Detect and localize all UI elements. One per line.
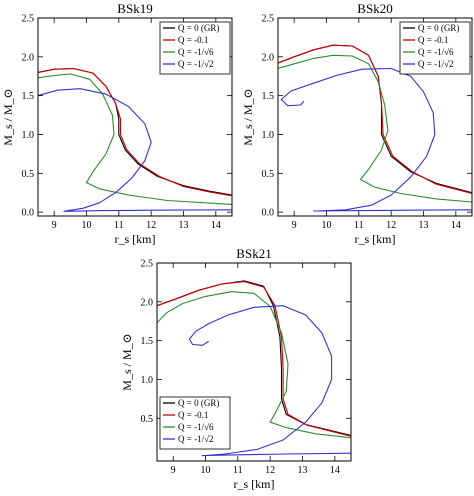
y-tick-label: 2.5 <box>22 14 35 25</box>
x-tick-label: 12 <box>386 220 396 231</box>
legend-box <box>159 396 231 450</box>
y-tick-label: 1.5 <box>22 91 35 102</box>
legend-entry-2: Q = -1/√6 <box>178 47 214 57</box>
panel-title: BSk19 <box>117 1 152 16</box>
y-tick-label: 2.0 <box>141 297 154 308</box>
series-line-3 <box>38 88 232 212</box>
legend-entry-0: Q = 0 (GR) <box>418 23 459 33</box>
panel-bsk21: BSk21 9 10 11 12 13 14 0.5 1.0 1.5 2.0 2.5 r_s [km] M… <box>120 246 352 491</box>
y-tick-label: 1.5 <box>262 91 275 102</box>
y-tick-label: 0.5 <box>262 169 275 180</box>
series-line-2 <box>278 54 472 203</box>
x-tick-label: 13 <box>298 465 308 476</box>
x-tick-label: 14 <box>330 465 340 476</box>
series-line-0 <box>38 67 232 196</box>
panel-title: BSk20 <box>357 1 392 16</box>
plot-frame <box>156 262 352 462</box>
legend: Q = 0 (GR) Q = -0.1 Q = -1/√6 Q = -1/√2 <box>159 21 231 75</box>
x-tick-label: 14 <box>211 220 221 231</box>
curves <box>157 280 351 457</box>
legend-box <box>399 21 471 75</box>
x-tick-label: 11 <box>233 465 243 476</box>
legend-entry-3: Q = -1/√2 <box>178 59 214 69</box>
x-tick-label: 9 <box>52 220 57 231</box>
x-tick-label: 9 <box>171 465 176 476</box>
x-axis-label: r_s [km] <box>234 477 275 491</box>
series-line-2 <box>157 291 351 439</box>
panel-title: BSk21 <box>236 246 271 261</box>
y-tick-label: 1.5 <box>141 336 154 347</box>
legend: Q = 0 (GR) Q = -0.1 Q = -1/√6 Q = -1/√2 <box>159 396 231 450</box>
x-tick-label: 11 <box>354 220 364 231</box>
x-tick-label: 11 <box>114 220 124 231</box>
y-tick-label: 1.0 <box>141 375 154 386</box>
series-line-1 <box>38 67 232 197</box>
series-line-3 <box>280 67 472 212</box>
legend-entry-3: Q = -1/√2 <box>178 434 214 444</box>
curves <box>278 44 472 212</box>
series-line-3 <box>188 305 351 457</box>
legend-entry-0: Q = 0 (GR) <box>178 23 219 33</box>
y-tick-label: 0.5 <box>22 169 35 180</box>
legend-entry-2: Q = -1/√6 <box>178 422 214 432</box>
series-line-1 <box>278 44 472 195</box>
y-axis-label: M_s / M_⊙ <box>120 333 134 390</box>
series-line-2 <box>38 73 232 205</box>
y-axis-label: M_s / M_⊙ <box>241 88 255 145</box>
y-tick-label: 1.0 <box>262 130 275 141</box>
x-tick-label: 9 <box>292 220 297 231</box>
legend-entry-0: Q = 0 (GR) <box>178 398 219 408</box>
y-axis-label: M_s / M_⊙ <box>1 88 15 145</box>
y-tick-label: 2.5 <box>141 259 154 270</box>
x-tick-label: 13 <box>179 220 189 231</box>
legend-entry-3: Q = -1/√2 <box>418 59 454 69</box>
x-axis-label: r_s [km] <box>115 232 156 246</box>
y-tick-label: 0.5 <box>141 414 154 425</box>
panel-bsk20: BSk20 9 10 11 12 13 14 0.0 0.5 1.0 1.5 2.0 2.5 r_s [k… <box>241 1 473 246</box>
curves <box>38 67 232 212</box>
legend-entry-2: Q = -1/√6 <box>418 47 454 57</box>
legend-box <box>159 21 231 75</box>
x-tick-label: 10 <box>322 220 332 231</box>
legend-entry-1: Q = -0.1 <box>178 35 208 45</box>
legend-entry-1: Q = -0.1 <box>418 35 448 45</box>
legend: Q = 0 (GR) Q = -0.1 Q = -1/√6 Q = -1/√2 <box>399 21 471 75</box>
x-tick-label: 14 <box>451 220 461 231</box>
panel-bsk19: BSk19 9 10 11 12 13 14 0.0 0.5 1.0 1.5 2.0 2.5 r_s [k… <box>1 1 233 246</box>
y-tick-label: 0.0 <box>22 208 35 219</box>
x-axis-label: r_s [km] <box>355 232 396 246</box>
plot-frame <box>277 17 473 217</box>
y-tick-label: 2.5 <box>262 14 275 25</box>
y-tick-label: 1.0 <box>22 130 35 141</box>
x-tick-label: 12 <box>265 465 275 476</box>
y-tick-label: 2.0 <box>262 52 275 63</box>
legend-entry-1: Q = -0.1 <box>178 410 208 420</box>
x-tick-label: 12 <box>146 220 156 231</box>
x-tick-label: 10 <box>201 465 211 476</box>
x-tick-label: 10 <box>82 220 92 231</box>
plot-frame <box>37 17 233 217</box>
x-tick-label: 13 <box>419 220 429 231</box>
y-tick-label: 0.0 <box>262 208 275 219</box>
y-tick-label: 2.0 <box>22 52 35 63</box>
